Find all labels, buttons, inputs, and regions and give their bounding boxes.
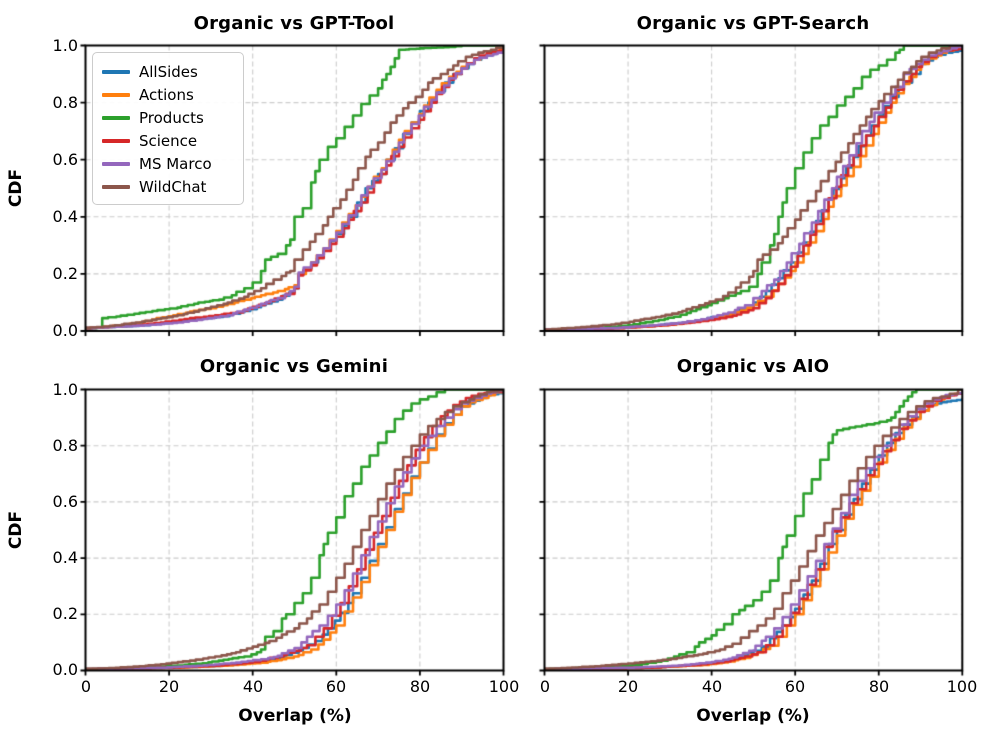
x-tick-label: 20 (158, 677, 180, 696)
allsides-line-icon (102, 69, 130, 74)
y-tick-label: 0.4 (52, 207, 78, 226)
legend: AllSides Actions Products Science MS Mar… (92, 52, 244, 205)
ms-marco-line-icon (102, 161, 130, 166)
x-tick-label: 40 (242, 677, 264, 696)
y-tick-label: 0.2 (52, 264, 78, 283)
y-tick-label: 0.8 (52, 436, 78, 455)
x-tick-label: 20 (617, 677, 639, 696)
legend-label: WildChat (139, 177, 207, 196)
y-tick-label: 0.2 (52, 604, 78, 623)
panel-title-gpt-search: Organic vs GPT-Search (636, 13, 870, 34)
y-tick-label: 0.6 (52, 150, 78, 169)
x-tick-label: 0 (539, 677, 551, 696)
y-tick-label: 0.0 (52, 660, 78, 679)
legend-label: Science (139, 131, 198, 150)
y-tick-label: 0.8 (52, 93, 78, 112)
y-tick-label: 0.4 (52, 548, 78, 567)
legend-item-allsides: AllSides (102, 60, 234, 83)
y-axis-label-top: CDF (6, 168, 26, 208)
y-axis-label-bottom: CDF (6, 510, 26, 550)
legend-item-wildchat: WildChat (102, 175, 234, 198)
x-tick-label: 80 (868, 677, 890, 696)
legend-label: AllSides (139, 62, 198, 81)
x-tick-label: 60 (325, 677, 347, 696)
x-tick-label: 100 (488, 677, 520, 696)
legend-item-actions: Actions (102, 83, 234, 106)
wildchat-line-icon (102, 184, 130, 189)
legend-label: Products (139, 108, 204, 127)
legend-item-science: Science (102, 129, 234, 152)
science-line-icon (102, 138, 130, 143)
actions-line-icon (102, 92, 130, 97)
legend-label: MS Marco (139, 154, 212, 173)
x-tick-label: 0 (80, 677, 92, 696)
panel-title-aio: Organic vs AIO (676, 356, 830, 377)
x-tick-label: 100 (946, 677, 978, 696)
products-line-icon (102, 115, 130, 120)
legend-item-products: Products (102, 106, 234, 129)
legend-item-ms-marco: MS Marco (102, 152, 234, 175)
x-tick-label: 40 (701, 677, 723, 696)
y-tick-label: 0.0 (52, 321, 78, 340)
x-tick-label: 80 (409, 677, 431, 696)
legend-label: Actions (139, 85, 194, 104)
panel-title-gemini: Organic vs Gemini (199, 356, 389, 377)
x-axis-label-right: Overlap (%) (696, 706, 810, 726)
panel-title-gpt-tool: Organic vs GPT-Tool (193, 13, 395, 34)
y-tick-label: 1.0 (52, 36, 78, 55)
x-axis-label-left: Overlap (%) (238, 706, 352, 726)
y-tick-label: 1.0 (52, 380, 78, 399)
x-tick-label: 60 (784, 677, 806, 696)
y-tick-label: 0.6 (52, 492, 78, 511)
